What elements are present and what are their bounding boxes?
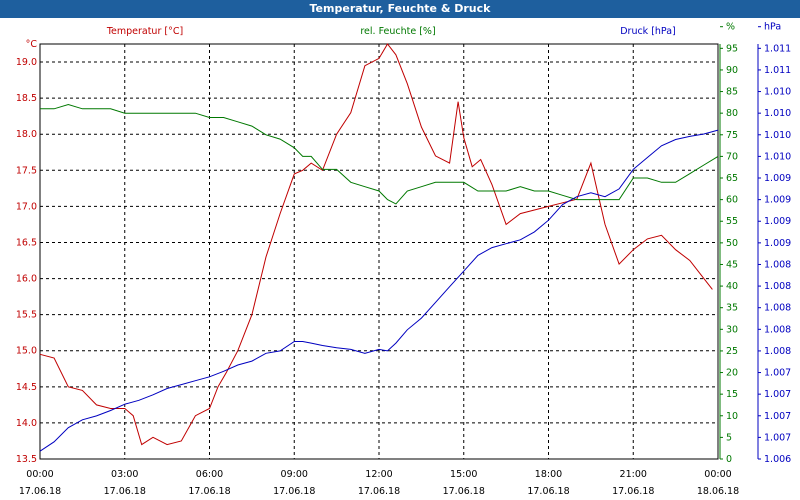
- y-tick-temperature: 14.5: [16, 382, 37, 393]
- y-tick-humidity: 60: [726, 195, 738, 206]
- y-tick-pressure: 1.007: [764, 432, 791, 443]
- legend-pressure: Druck [hPa]: [620, 26, 676, 37]
- y-tick-humidity: 70: [726, 151, 738, 162]
- y-tick-humidity: 25: [726, 346, 738, 357]
- y-tick-pressure: 1.009: [764, 216, 791, 227]
- grid: [39, 43, 719, 460]
- series-line-humidity: [40, 103, 719, 205]
- x-tick-time: 09:00: [281, 469, 308, 480]
- x-tick-time: 12:00: [365, 469, 392, 480]
- y-tick-temperature: 17.0: [16, 201, 37, 212]
- y-tick-temperature: 19.0: [16, 57, 37, 68]
- x-tick-time: 06:00: [196, 469, 223, 480]
- y-tick-humidity: 30: [726, 324, 738, 335]
- x-tick-date: 17.06.18: [527, 486, 569, 497]
- legend-left: Temperatur [°C]: [106, 26, 183, 37]
- y-tick-pressure: 1.008: [764, 324, 791, 335]
- y-tick-humidity: 45: [726, 259, 738, 270]
- y-tick-humidity: 15: [726, 389, 738, 400]
- x-tick-time: 03:00: [111, 469, 138, 480]
- x-tick-date: 17.06.18: [443, 486, 485, 497]
- y-tick-pressure: 1.010: [764, 87, 791, 98]
- y-tick-humidity: 0: [726, 454, 732, 465]
- y-tick-pressure: 1.008: [764, 346, 791, 357]
- y-tick-pressure: 1.010: [764, 151, 791, 162]
- y-tick-pressure: 1.010: [764, 108, 791, 119]
- y-tick-humidity: 50: [726, 238, 738, 249]
- axes: 00:00 17.06.18 03:00 17.06.18 06:00 17.06.18 0…: [16, 22, 791, 497]
- x-tick-date: 17.06.18: [19, 486, 61, 497]
- series-line-pressure: [39, 129, 719, 452]
- y-tick-pressure: hPa: [764, 22, 781, 33]
- x-tick-time: 00:00: [704, 469, 731, 480]
- chart: 00:00 17.06.18 03:00 17.06.18 06:00 17.06.18 0…: [16, 22, 791, 497]
- y-tick-pressure: 1.008: [764, 303, 791, 314]
- x-tick-date: 17.06.18: [273, 486, 315, 497]
- y-tick-temperature: 18.5: [16, 93, 37, 104]
- y-tick-temperature: 18.0: [16, 129, 37, 140]
- x-tick-time: 18:00: [535, 469, 562, 480]
- y-tick-humidity: 40: [726, 281, 738, 292]
- y-tick-temperature: 15.0: [16, 346, 37, 357]
- x-tick-date: 18.06.18: [697, 486, 739, 497]
- series-lines: [39, 43, 719, 452]
- legend: Temperatur [°C] rel. Feuchte [%] Druck [hP…: [106, 26, 676, 37]
- y-unit-temperature: °C: [26, 39, 38, 50]
- y-tick-pressure: 1.008: [764, 259, 791, 270]
- y-tick-temperature: 15.5: [16, 310, 37, 321]
- window-title: Temperatur, Feuchte & Druck: [0, 0, 800, 18]
- y-tick-pressure: 1.011: [764, 43, 791, 54]
- series-line-left: [39, 43, 713, 446]
- y-tick-pressure: 1.009: [764, 173, 791, 184]
- y-tick-temperature: 16.0: [16, 274, 37, 285]
- x-tick-time: 00:00: [26, 469, 53, 480]
- y-tick-humidity: 35: [726, 303, 738, 314]
- y-tick-humidity: 10: [726, 411, 738, 422]
- y-tick-humidity: %: [726, 22, 735, 33]
- y-tick-temperature: 17.5: [16, 165, 37, 176]
- y-tick-pressure: 1.007: [764, 368, 791, 379]
- y-tick-humidity: 20: [726, 368, 738, 379]
- y-tick-pressure: 1.007: [764, 389, 791, 400]
- y-tick-humidity: 90: [726, 65, 738, 76]
- legend-humidity: rel. Feuchte [%]: [360, 26, 435, 37]
- y-tick-humidity: 55: [726, 216, 738, 227]
- x-tick-date: 17.06.18: [188, 486, 230, 497]
- y-tick-humidity: 95: [726, 43, 738, 54]
- y-tick-humidity: 85: [726, 87, 738, 98]
- y-tick-pressure: 1.009: [764, 195, 791, 206]
- y-tick-humidity: 80: [726, 108, 738, 119]
- y-tick-temperature: 14.0: [16, 418, 37, 429]
- x-tick-time: 21:00: [620, 469, 647, 480]
- x-tick-date: 17.06.18: [104, 486, 146, 497]
- y-tick-pressure: 1.008: [764, 281, 791, 292]
- y-tick-humidity: 5: [726, 432, 732, 443]
- y-tick-pressure: 1.006: [764, 454, 791, 465]
- x-tick-time: 15:00: [450, 469, 477, 480]
- x-tick-date: 17.06.18: [612, 486, 654, 497]
- y-tick-pressure: 1.009: [764, 238, 791, 249]
- y-tick-temperature: 16.5: [16, 237, 37, 248]
- y-tick-pressure: 1.011: [764, 65, 791, 76]
- x-tick-date: 17.06.18: [358, 486, 400, 497]
- y-tick-humidity: 75: [726, 130, 738, 141]
- y-tick-pressure: 1.010: [764, 130, 791, 141]
- y-tick-humidity: 65: [726, 173, 738, 184]
- y-tick-temperature: 13.5: [16, 454, 37, 465]
- y-tick-pressure: 1.007: [764, 411, 791, 422]
